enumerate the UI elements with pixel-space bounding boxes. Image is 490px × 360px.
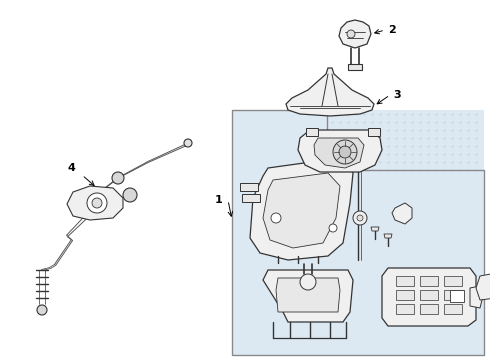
Circle shape: [112, 172, 124, 184]
Circle shape: [357, 215, 363, 221]
Circle shape: [339, 146, 351, 158]
Text: 2: 2: [388, 25, 396, 35]
Polygon shape: [371, 227, 379, 231]
Polygon shape: [306, 128, 318, 136]
Polygon shape: [250, 158, 353, 260]
Polygon shape: [242, 194, 260, 202]
Polygon shape: [476, 273, 490, 300]
Circle shape: [37, 305, 47, 315]
Polygon shape: [67, 186, 123, 220]
Bar: [396, 290, 414, 300]
Polygon shape: [232, 110, 484, 355]
Polygon shape: [263, 270, 353, 322]
Circle shape: [92, 198, 102, 208]
Text: 4: 4: [67, 163, 75, 173]
Circle shape: [184, 139, 192, 147]
Polygon shape: [286, 68, 374, 116]
Polygon shape: [384, 234, 392, 238]
Bar: [420, 276, 438, 286]
Circle shape: [271, 213, 281, 223]
Polygon shape: [392, 203, 412, 224]
Polygon shape: [298, 130, 382, 172]
Circle shape: [329, 224, 337, 232]
Bar: [420, 290, 438, 300]
Bar: [420, 304, 438, 314]
Bar: [396, 276, 414, 286]
Circle shape: [353, 211, 367, 225]
Polygon shape: [240, 183, 258, 191]
Bar: [444, 290, 462, 300]
Polygon shape: [368, 128, 380, 136]
Circle shape: [87, 193, 107, 213]
Polygon shape: [276, 278, 340, 312]
Bar: [444, 276, 462, 286]
Polygon shape: [263, 173, 340, 248]
Circle shape: [333, 140, 357, 164]
Polygon shape: [339, 20, 371, 48]
Bar: [444, 304, 462, 314]
Circle shape: [347, 30, 355, 38]
Bar: [396, 304, 414, 314]
Polygon shape: [470, 286, 483, 308]
Text: 3: 3: [393, 90, 401, 100]
Text: 1: 1: [214, 195, 222, 205]
Polygon shape: [314, 138, 364, 168]
Circle shape: [300, 274, 316, 290]
FancyBboxPatch shape: [232, 110, 484, 355]
Bar: [348, 64, 362, 70]
Bar: [450, 290, 464, 302]
Polygon shape: [382, 268, 476, 326]
Circle shape: [123, 188, 137, 202]
